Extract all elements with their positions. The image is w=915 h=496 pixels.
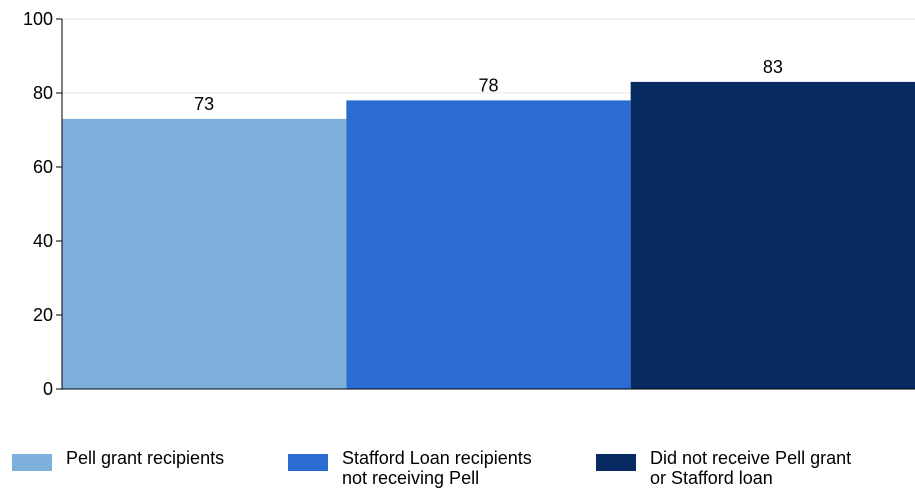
legend-label-2: Stafford Loan recipients not receiving P… <box>342 448 532 488</box>
legend-swatch-3 <box>596 454 636 471</box>
data-labels: 73 78 83 <box>194 57 783 114</box>
y-axis: 0 20 40 60 80 100 <box>23 9 915 399</box>
y-tick-label-5: 100 <box>23 9 53 29</box>
y-tick-label-3: 60 <box>33 157 53 177</box>
data-label-3: 83 <box>763 57 783 77</box>
legend-item-3: Did not receive Pell grant or Stafford l… <box>596 448 851 488</box>
data-label-1: 73 <box>194 94 214 114</box>
legend: Pell grant recipients Stafford Loan reci… <box>0 448 915 496</box>
bars <box>62 81 915 390</box>
bar-3 <box>630 81 915 390</box>
bar-1 <box>62 118 347 390</box>
y-tick-label-2: 40 <box>33 231 53 251</box>
bar-chart: 0 20 40 60 80 100 73 78 83 <box>23 9 915 399</box>
y-tick-label-0: 0 <box>43 379 53 399</box>
legend-item-2: Stafford Loan recipients not receiving P… <box>288 448 532 488</box>
data-label-2: 78 <box>478 75 498 95</box>
legend-label-3: Did not receive Pell grant or Stafford l… <box>650 448 852 488</box>
bar-2 <box>346 100 631 390</box>
legend-swatch-2 <box>288 454 328 471</box>
legend-item-1: Pell grant recipients <box>12 448 224 471</box>
legend-label-1: Pell grant recipients <box>66 448 225 468</box>
y-tick-label-4: 80 <box>33 83 53 103</box>
legend-swatch-1 <box>12 454 52 471</box>
y-tick-label-1: 20 <box>33 305 53 325</box>
